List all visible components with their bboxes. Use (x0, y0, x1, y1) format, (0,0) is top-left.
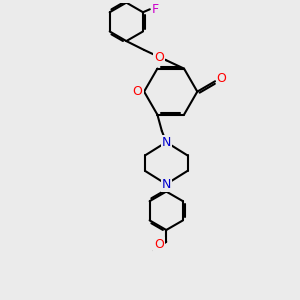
Text: N: N (162, 136, 171, 149)
Text: O: O (154, 51, 164, 64)
Text: N: N (162, 178, 171, 191)
Text: O: O (133, 85, 142, 98)
Text: O: O (217, 72, 226, 85)
Text: O: O (154, 238, 164, 251)
Text: F: F (152, 3, 159, 16)
